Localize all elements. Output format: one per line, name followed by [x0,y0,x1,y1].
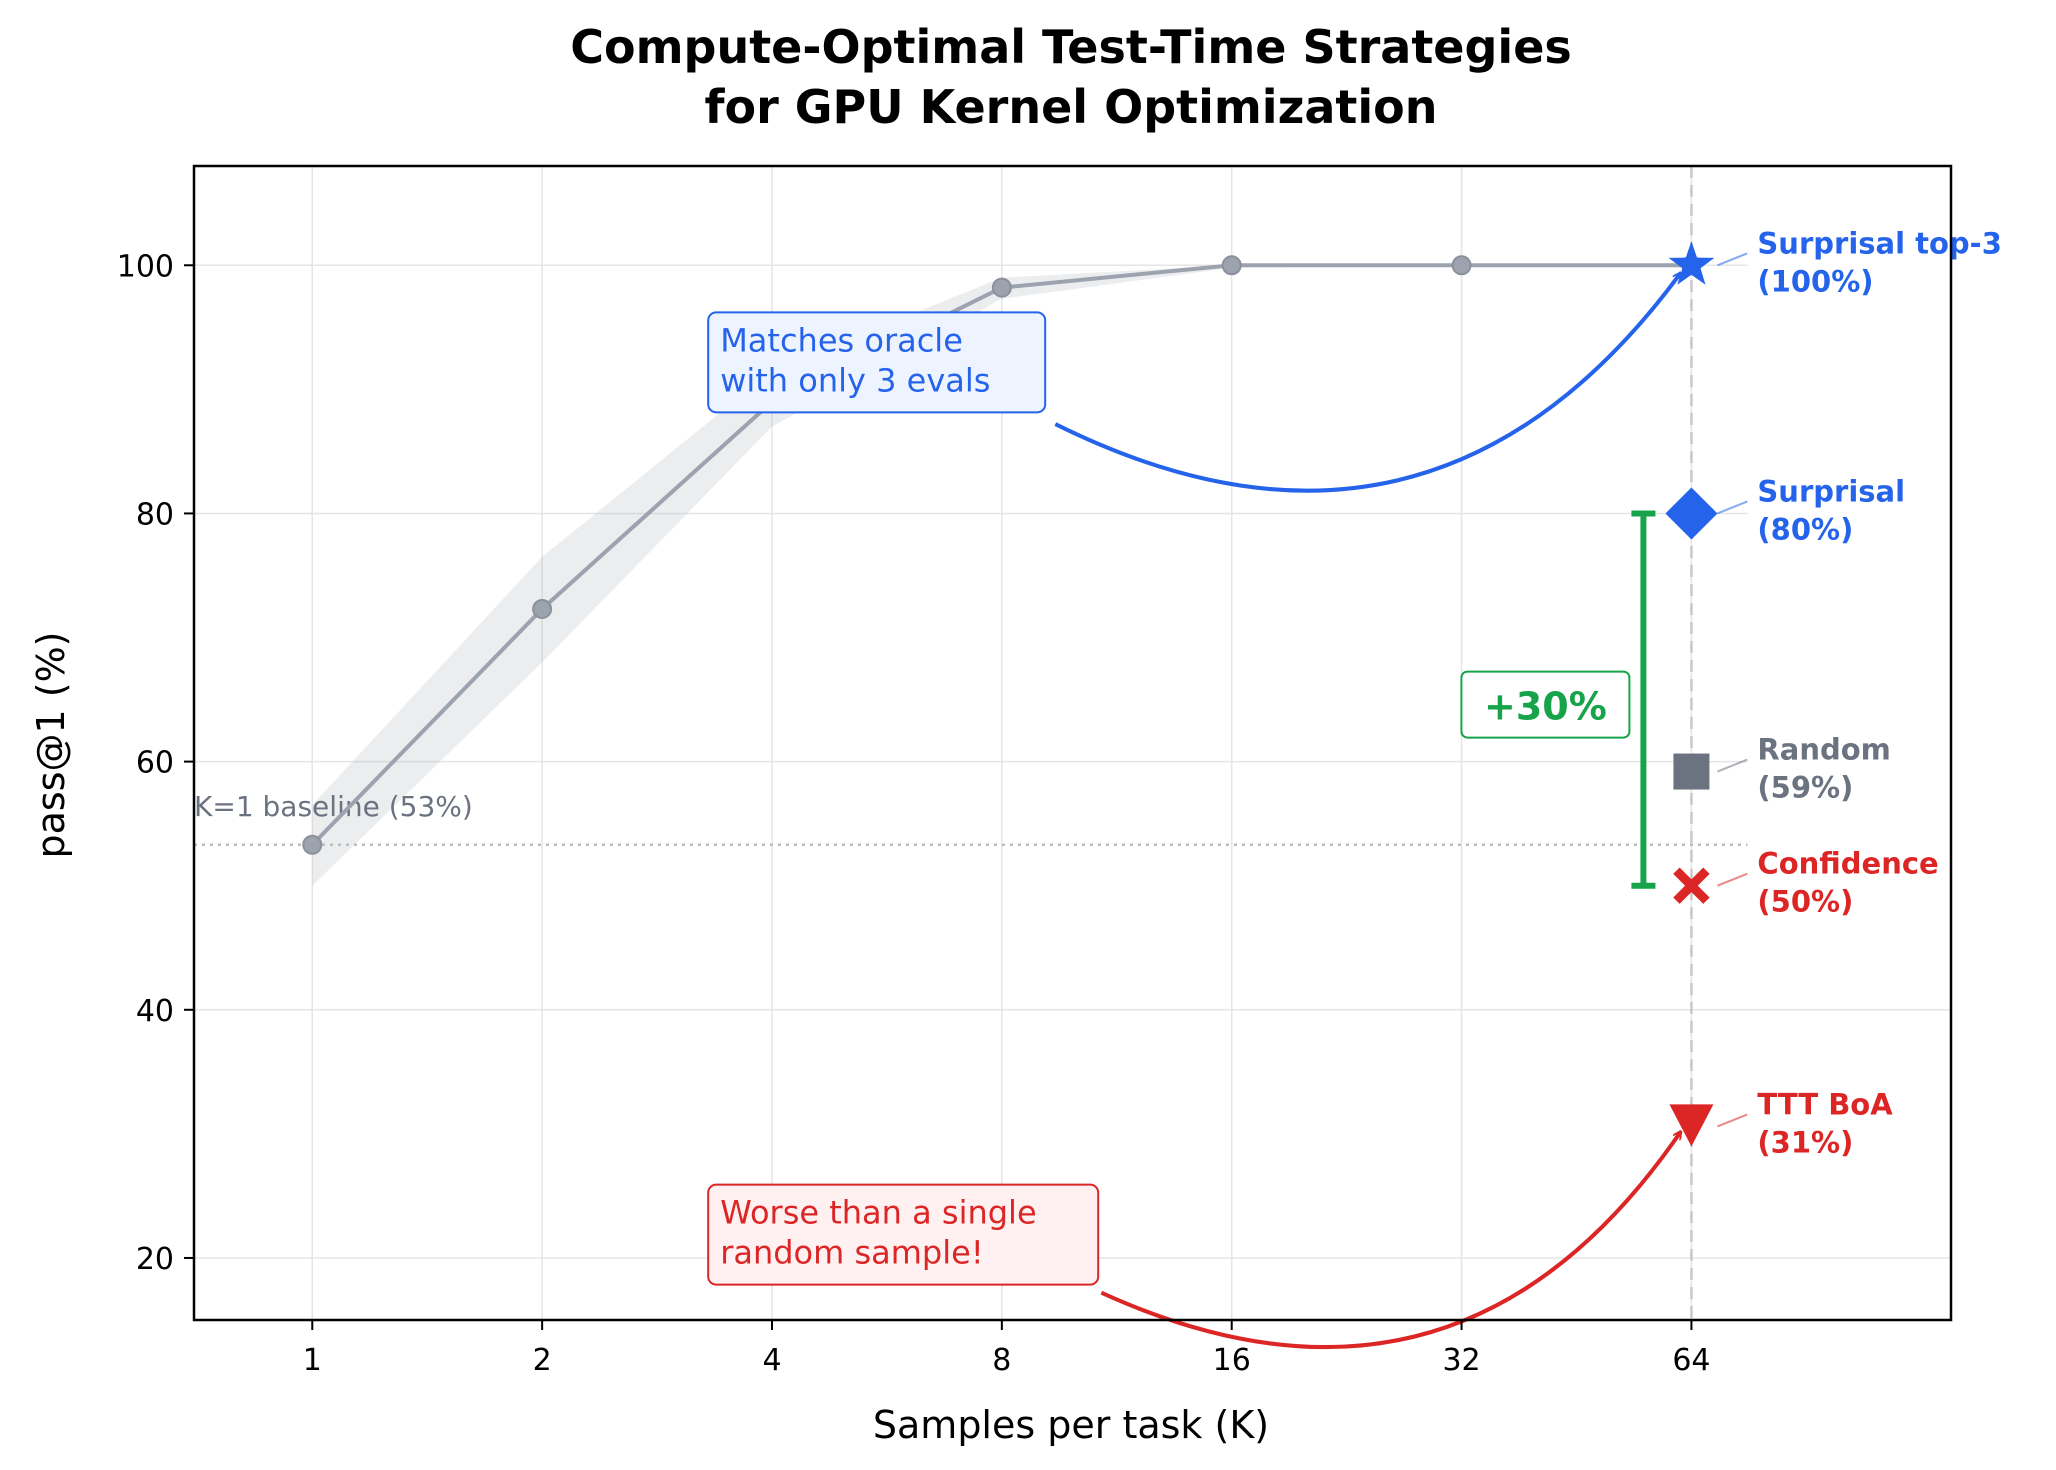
annotation-arrow [1100,1131,1683,1350]
strategy-name: Random [1757,733,1890,767]
strategy-name: TTT BoA [1757,1087,1893,1121]
strategy-marker-square [1673,753,1710,790]
annotation-box [707,311,1047,414]
annotation-text: Matches oracle [720,321,963,359]
baseline-label: K=1 baseline (53%) [194,790,473,823]
series-point [532,598,553,619]
strategy-value: (31%) [1757,1125,1853,1159]
y-axis-label: pass@1 (%) [29,631,73,858]
x-tick-label: 64 [1672,1343,1710,1378]
strategy-name: Surprisal top-3 [1757,226,2001,260]
series-point [991,277,1012,298]
x-tick-label: 32 [1442,1343,1480,1378]
strategy-name: Confidence [1757,847,1938,881]
y-tick-label: 40 [136,994,174,1029]
strategy-label-connector [1717,872,1748,887]
strategy-label-connector [1717,758,1748,773]
chart-title: Compute-Optimal Test-Time Strategies [570,20,1572,74]
y-tick-label: 80 [136,497,174,532]
series-point [1221,255,1242,276]
strategy-label-bg [1747,217,1998,296]
y-tick-label: 100 [117,249,174,284]
gap-label-box [1460,670,1631,739]
x-axis-label: Samples per task (K) [873,1403,1269,1447]
annotation-text: Worse than a single [720,1194,1036,1232]
annotation-text: with only 3 evals [720,361,990,399]
series-confidence-band [312,265,1692,886]
strategy-value: (100%) [1757,264,1873,298]
x-tick-label: 4 [762,1343,781,1378]
strategy-name: Surprisal [1757,474,1905,508]
gap-label: +30% [1484,685,1607,729]
gap-bracket-group: +30% [1460,510,1656,889]
plot-frame [192,164,1953,1322]
strategies-group: Surprisal top-3 (100%) Surprisal (80%) Rando… [1665,217,2002,1159]
x-tick-label: 1 [303,1343,322,1378]
annotation-box [707,1183,1100,1286]
strategy-label-bg [1747,837,1998,916]
x-tick-label: 8 [992,1343,1011,1378]
x-tick-label: 2 [533,1343,552,1378]
strategy-marker-triangle [1669,1104,1714,1147]
strategy-marker-x [1673,867,1710,904]
series-point [1451,255,1472,276]
confidence-band-group [312,265,1692,886]
strategy-value: (50%) [1757,885,1853,919]
annotation-arrow [1054,273,1681,493]
strategy-value: (59%) [1757,771,1853,805]
chart-title-group: Compute-Optimal Test-Time Strategies for… [570,20,1572,134]
axes-group: Samples per task (K) pass@1 (%) 1 2 4 8 16 32… [29,249,1711,1447]
series-point [302,834,323,855]
y-tick-label: 20 [136,1242,174,1277]
strategy-label-connector [1717,500,1748,515]
strategy-marker-diamond [1665,487,1718,540]
y-tick-label: 60 [136,746,174,781]
strategy-label-bg [1747,1078,1998,1157]
baseline-group: K=1 baseline (53%) [194,790,1951,847]
strategy-label-bg [1747,465,1998,544]
strategy-label-connector [1717,252,1748,267]
strategy-marker-star [1668,241,1715,285]
strategy-label-connector [1717,1113,1748,1128]
strategy-label-bg [1747,723,1998,802]
chart-subtitle: for GPU Kernel Optimization [704,80,1437,134]
annotation-text: random sample! [720,1234,983,1272]
strategy-value: (80%) [1757,512,1853,546]
x-tick-label: 16 [1213,1343,1251,1378]
